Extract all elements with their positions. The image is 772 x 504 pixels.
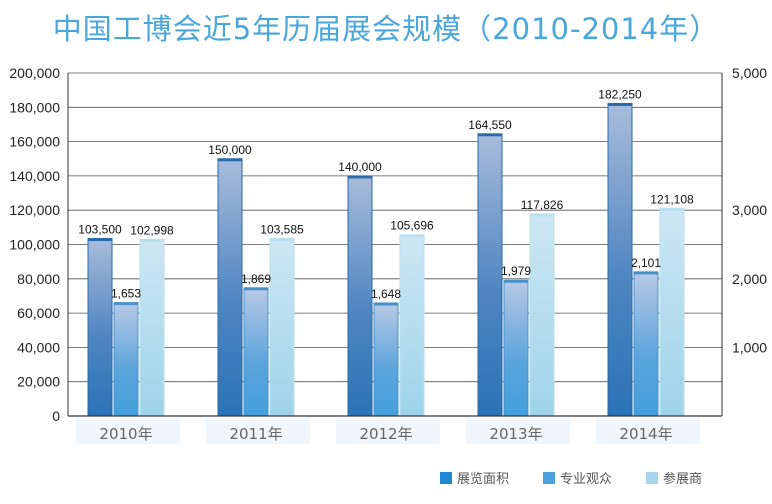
data-label: 1,979 bbox=[501, 264, 531, 278]
category-band bbox=[596, 418, 700, 444]
data-label: 1,648 bbox=[371, 287, 401, 301]
category-band bbox=[76, 418, 180, 444]
data-label: 103,585 bbox=[260, 222, 304, 236]
data-label: 2,101 bbox=[631, 256, 661, 270]
legend-label: 专业观众 bbox=[560, 472, 612, 487]
bar-cap bbox=[660, 208, 684, 211]
data-label: 105,696 bbox=[390, 219, 434, 233]
data-label: 164,550 bbox=[468, 118, 512, 132]
bar-cap bbox=[140, 239, 164, 242]
data-label: 150,000 bbox=[208, 143, 252, 157]
y-left-tick-label: 140,000 bbox=[9, 168, 60, 184]
bar-exhibitors bbox=[659, 207, 685, 417]
y-left-tick-label: 40,000 bbox=[17, 339, 60, 355]
y-right-tick-label: 3,000 bbox=[732, 202, 767, 218]
bar-audience bbox=[503, 279, 529, 417]
bar-cap bbox=[608, 103, 632, 106]
bar-cap bbox=[348, 175, 372, 179]
category-band bbox=[466, 418, 570, 444]
bar-cap bbox=[374, 302, 398, 306]
data-label: 121,108 bbox=[650, 192, 694, 206]
y-left-tick-label: 160,000 bbox=[9, 134, 60, 150]
bar-cap bbox=[244, 287, 268, 291]
bar-cap bbox=[400, 234, 424, 238]
bar-cap bbox=[114, 302, 138, 306]
y-left-tick-label: 200,000 bbox=[9, 65, 60, 81]
y-right-tick-label: 2,000 bbox=[732, 271, 767, 287]
x-tick-label: 2012年 bbox=[359, 425, 412, 443]
data-label: 103,500 bbox=[78, 222, 122, 236]
bar-cap bbox=[218, 158, 242, 162]
data-label: 1,653 bbox=[111, 287, 141, 301]
data-label: 102,998 bbox=[130, 223, 174, 237]
bar-cap bbox=[634, 271, 658, 275]
data-label: 1,869 bbox=[241, 272, 271, 286]
legend-swatch bbox=[543, 472, 555, 484]
bar-cap bbox=[88, 238, 112, 241]
bar-cap bbox=[270, 238, 294, 241]
x-tick-label: 2011年 bbox=[229, 425, 282, 443]
category-band bbox=[206, 418, 310, 444]
bar-cap bbox=[530, 213, 554, 217]
category-band bbox=[336, 418, 440, 444]
y-left-tick-label: 180,000 bbox=[9, 99, 60, 115]
bar-audience bbox=[113, 302, 139, 417]
legend-label: 参展商 bbox=[663, 471, 702, 487]
bar-area bbox=[217, 158, 243, 417]
y-left-tick-label: 60,000 bbox=[17, 305, 60, 321]
bar-area bbox=[477, 133, 503, 417]
y-left-tick-label: 80,000 bbox=[17, 271, 60, 287]
y-left-tick-label: 0 bbox=[52, 408, 60, 424]
y-right-tick-label: 1,000 bbox=[732, 339, 767, 355]
x-tick-label: 2013年 bbox=[489, 425, 542, 443]
y-left-tick-label: 100,000 bbox=[9, 237, 60, 253]
data-label: 140,000 bbox=[338, 160, 382, 174]
bar-exhibitors bbox=[139, 238, 165, 417]
bar-exhibitors bbox=[529, 213, 555, 417]
y-left-tick-label: 20,000 bbox=[17, 374, 60, 390]
y-left-tick-label: 120,000 bbox=[9, 202, 60, 218]
bar-audience bbox=[243, 287, 269, 417]
data-label: 117,826 bbox=[521, 198, 564, 212]
bar-area bbox=[607, 102, 633, 417]
y-right-tick-label: 5,000 bbox=[732, 65, 767, 81]
bar-area bbox=[87, 237, 113, 417]
chart-title: 中国工博会近5年历届展会规模（2010-2014年） bbox=[52, 12, 720, 46]
bar-audience bbox=[633, 271, 659, 417]
bar-cap bbox=[478, 133, 502, 137]
bar-audience bbox=[373, 302, 399, 417]
legend-swatch bbox=[646, 472, 658, 484]
bar-exhibitors bbox=[399, 234, 425, 417]
bar-area bbox=[347, 175, 373, 417]
legend-label: 展览面积 bbox=[457, 471, 509, 487]
legend-swatch bbox=[440, 472, 452, 484]
x-tick-label: 2010年 bbox=[99, 425, 152, 443]
bar-exhibitors bbox=[269, 237, 295, 417]
data-label: 182,250 bbox=[598, 87, 642, 101]
x-tick-label: 2014年 bbox=[619, 425, 672, 443]
bar-cap bbox=[504, 280, 528, 283]
